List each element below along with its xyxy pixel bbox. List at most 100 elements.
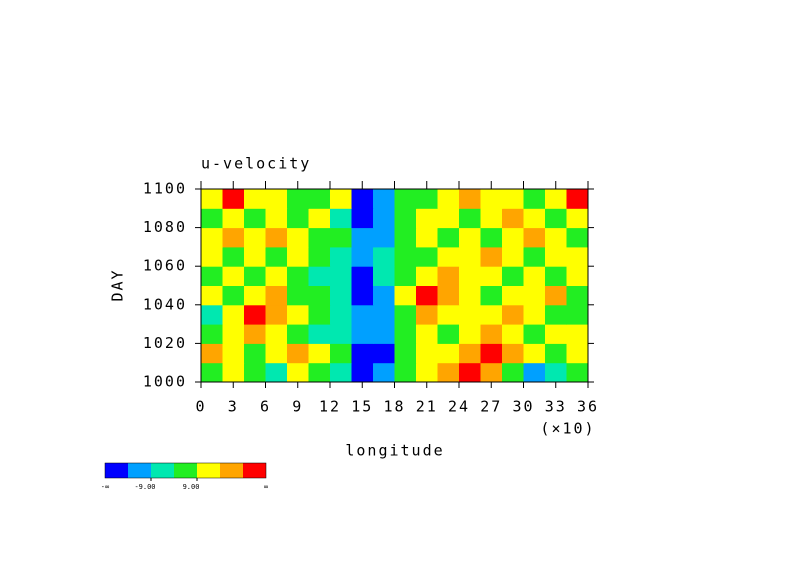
heatmap-cell [459, 208, 481, 229]
heatmap-cell [201, 343, 223, 364]
heatmap-cell [416, 343, 438, 364]
heatmap-cell [416, 208, 438, 229]
heatmap-cell [480, 266, 503, 286]
heatmap-cell [373, 208, 395, 229]
heatmap-cell [373, 189, 395, 209]
heatmap-cell [437, 304, 460, 325]
heatmap-cell [480, 324, 503, 344]
heatmap-cell [222, 208, 245, 229]
heatmap-cell [480, 362, 503, 383]
heatmap-cell [201, 208, 223, 229]
heatmap-cell [222, 343, 245, 364]
x-tick-label: 18 [383, 398, 405, 416]
heatmap-cell [330, 362, 352, 383]
heatmap-cell [265, 362, 288, 383]
heatmap-cell [222, 304, 245, 325]
heatmap-cell [545, 246, 567, 267]
heatmap-cell [437, 208, 460, 229]
heatmap-cell [244, 304, 266, 325]
heatmap-cell [523, 362, 546, 383]
heatmap-cell [308, 362, 331, 383]
heatmap-cell [308, 343, 331, 364]
heatmap-cell [244, 362, 266, 383]
x-tick-label: 9 [292, 398, 303, 416]
heatmap-cell [416, 189, 438, 209]
heatmap-cell [502, 189, 524, 209]
heatmap-cell [287, 246, 309, 267]
colorbar-swatch [197, 463, 220, 478]
heatmap-cell [523, 304, 546, 325]
heatmap-cell [308, 324, 331, 344]
y-tick-label: 1000 [143, 373, 187, 391]
heatmap-cell [244, 343, 266, 364]
heatmap-cell [265, 208, 288, 229]
heatmap-cell [351, 343, 374, 364]
heatmap-cell [566, 266, 589, 286]
heatmap-cell [416, 227, 438, 248]
heatmap-cell [244, 246, 266, 267]
heatmap-cell [523, 324, 546, 344]
heatmap-cell [330, 343, 352, 364]
x-axis-note: (×10) [540, 420, 595, 438]
y-tick-label: 1020 [143, 334, 187, 352]
heatmap-cell [545, 285, 567, 306]
heatmap-cell [437, 324, 460, 344]
y-tick-label: 1060 [143, 257, 187, 275]
heatmap-cell [222, 189, 245, 209]
heatmap-cell [437, 227, 460, 248]
heatmap-cell [265, 343, 288, 364]
colorbar-end-label: ∞ [264, 483, 268, 491]
heatmap-cell [459, 343, 481, 364]
heatmap-cell [459, 227, 481, 248]
heatmap-cell [416, 304, 438, 325]
heatmap-cell [523, 266, 546, 286]
heatmap-cell [330, 189, 352, 209]
colorbar-swatch [220, 463, 243, 478]
heatmap-cell [373, 362, 395, 383]
heatmap-cell [287, 304, 309, 325]
heatmap-cell [287, 343, 309, 364]
heatmap-cell [480, 208, 503, 229]
heatmap-cell [545, 324, 567, 344]
colorbar-label: -9.00 [134, 483, 155, 491]
heatmap-cell [566, 285, 589, 306]
heatmap-cell [373, 266, 395, 286]
heatmap-cell [566, 227, 589, 248]
y-tick-label: 1040 [143, 295, 187, 313]
heatmap-cell [523, 246, 546, 267]
heatmap-cell [330, 227, 352, 248]
heatmap-cell [566, 208, 589, 229]
x-tick-label: 6 [260, 398, 271, 416]
heatmap-cell [545, 343, 567, 364]
heatmap-cell [351, 246, 374, 267]
heatmap-cell [265, 266, 288, 286]
heatmap-cell [287, 266, 309, 286]
heatmap-cell [394, 227, 417, 248]
heatmap-cell [394, 189, 417, 209]
heatmap-cell [480, 246, 503, 267]
heatmap-cell [265, 324, 288, 344]
heatmap-cell [459, 246, 481, 267]
heatmap-cell [201, 324, 223, 344]
heatmap-cell [566, 362, 589, 383]
x-tick-label: 3 [228, 398, 239, 416]
heatmap-cell [373, 304, 395, 325]
heatmap-cell [265, 304, 288, 325]
heatmap-cell [222, 324, 245, 344]
x-tick-label: 24 [448, 398, 470, 416]
colorbar-swatch [151, 463, 174, 478]
heatmap-cell [502, 285, 524, 306]
heatmap-cell [351, 362, 374, 383]
heatmap-cell [222, 246, 245, 267]
x-tick-label: 0 [195, 398, 206, 416]
heatmap-cell [222, 285, 245, 306]
heatmap-cell [265, 285, 288, 306]
heatmap-cell [308, 227, 331, 248]
heatmap-cell [373, 227, 395, 248]
heatmap-cell [351, 208, 374, 229]
heatmap-cell [480, 227, 503, 248]
heatmap-cell [330, 304, 352, 325]
heatmap-cell [244, 266, 266, 286]
heatmap-cell [201, 362, 223, 383]
